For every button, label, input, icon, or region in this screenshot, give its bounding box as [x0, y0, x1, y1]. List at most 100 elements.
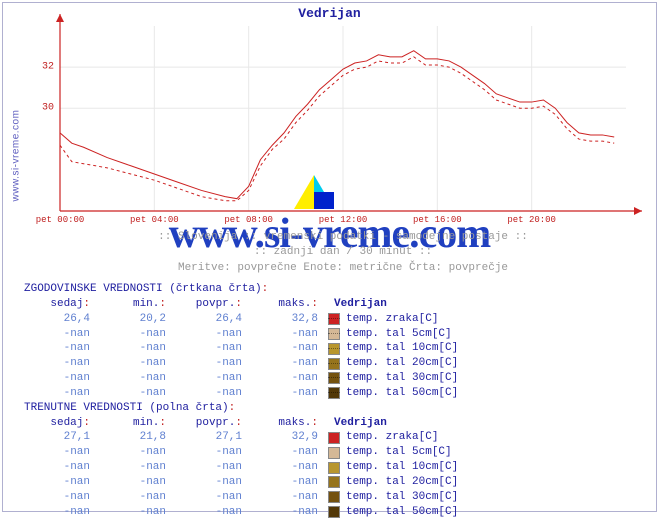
cell: -nan [252, 371, 328, 386]
cell: -nan [252, 356, 328, 371]
cell: -nan [100, 505, 176, 520]
x-tick-label: pet 16:00 [413, 215, 462, 225]
x-tick-label: pet 04:00 [130, 215, 179, 225]
col-header: maks.: [252, 297, 328, 312]
cell: -nan [252, 341, 328, 356]
legend-swatch [328, 313, 340, 325]
cell: -nan [24, 356, 100, 371]
col-header: povpr.: [176, 297, 252, 312]
table-row: -nan-nan-nan-nantemp. tal 20cm[C] [24, 475, 458, 490]
caption-line-1b: :: zadnji dan / 30 minut :: [60, 245, 626, 260]
caption-line-2: Meritve: povprečne Enote: metrične Črta:… [60, 261, 626, 276]
legend-label: temp. tal 5cm[C] [346, 327, 452, 342]
cell: 27,1 [176, 430, 252, 445]
cell: -nan [24, 327, 100, 342]
cell: -nan [100, 475, 176, 490]
cell: -nan [252, 475, 328, 490]
legend-label: temp. zraka[C] [346, 430, 438, 445]
table-row: -nan-nan-nan-nantemp. tal 20cm[C] [24, 356, 458, 371]
cell: -nan [100, 341, 176, 356]
col-header: sedaj: [24, 416, 100, 431]
logo-icon [294, 175, 334, 213]
y-tick-label: 30 [42, 103, 54, 114]
table-row: -nan-nan-nan-nantemp. tal 50cm[C] [24, 505, 458, 520]
col-header: sedaj: [24, 297, 100, 312]
legend-label: temp. tal 10cm[C] [346, 341, 458, 356]
cell: -nan [24, 371, 100, 386]
table-row: -nan-nan-nan-nantemp. tal 10cm[C] [24, 460, 458, 475]
caption: :: Slovenija :: vremenski podatki - samo… [60, 230, 626, 276]
cell: -nan [252, 327, 328, 342]
cell: -nan [176, 356, 252, 371]
cell: -nan [176, 327, 252, 342]
cell: 26,4 [24, 312, 100, 327]
cell: -nan [176, 490, 252, 505]
legend-swatch [328, 358, 340, 370]
cell: -nan [176, 460, 252, 475]
cell: 32,9 [252, 430, 328, 445]
legend-swatch [328, 432, 340, 444]
curr-header: TRENUTNE VREDNOSTI (polna črta): [24, 401, 458, 416]
cell: 20,2 [100, 312, 176, 327]
x-tick-label: pet 20:00 [507, 215, 556, 225]
chart-title: Vedrijan [0, 6, 659, 21]
legend-title: Vedrijan [334, 416, 387, 431]
col-header: maks.: [252, 416, 328, 431]
legend-label: temp. tal 30cm[C] [346, 490, 458, 505]
cell: -nan [252, 460, 328, 475]
legend-swatch [328, 506, 340, 518]
legend-swatch [328, 328, 340, 340]
table-row: -nan-nan-nan-nantemp. tal 30cm[C] [24, 490, 458, 505]
legend-title: Vedrijan [334, 297, 387, 312]
cell: -nan [24, 386, 100, 401]
cell: -nan [100, 356, 176, 371]
data-tables: ZGODOVINSKE VREDNOSTI (črtkana črta):sed… [24, 282, 458, 520]
cell: 21,8 [100, 430, 176, 445]
legend-swatch [328, 387, 340, 399]
col-header: povpr.: [176, 416, 252, 431]
cell: -nan [252, 445, 328, 460]
table-row: 27,121,827,132,9temp. zraka[C] [24, 430, 458, 445]
chart-plot-area: 3032pet 00:00pet 04:00pet 08:00pet 12:00… [60, 26, 626, 211]
cell: -nan [176, 505, 252, 520]
cell: -nan [24, 475, 100, 490]
cell: -nan [176, 445, 252, 460]
cell: -nan [24, 460, 100, 475]
cell: -nan [100, 460, 176, 475]
table-row: -nan-nan-nan-nantemp. tal 5cm[C] [24, 327, 458, 342]
cell: -nan [176, 475, 252, 490]
cell: -nan [252, 505, 328, 520]
sidebar-url: www.si-vreme.com [10, 110, 21, 202]
x-tick-label: pet 08:00 [224, 215, 273, 225]
hist-header: ZGODOVINSKE VREDNOSTI (črtkana črta): [24, 282, 458, 297]
legend-label: temp. tal 50cm[C] [346, 505, 458, 520]
cell: -nan [24, 341, 100, 356]
cell: -nan [252, 490, 328, 505]
table-row: -nan-nan-nan-nantemp. tal 5cm[C] [24, 445, 458, 460]
legend-label: temp. tal 5cm[C] [346, 445, 452, 460]
cell: -nan [100, 371, 176, 386]
table-row: -nan-nan-nan-nantemp. tal 10cm[C] [24, 341, 458, 356]
col-header: min.: [100, 416, 176, 431]
legend-label: temp. tal 50cm[C] [346, 386, 458, 401]
cell: 32,8 [252, 312, 328, 327]
cell: 26,4 [176, 312, 252, 327]
cell: -nan [24, 445, 100, 460]
cell: -nan [100, 490, 176, 505]
legend-label: temp. tal 30cm[C] [346, 371, 458, 386]
col-header: min.: [100, 297, 176, 312]
cell: -nan [100, 445, 176, 460]
legend-label: temp. tal 10cm[C] [346, 460, 458, 475]
legend-label: temp. tal 20cm[C] [346, 475, 458, 490]
legend-swatch [328, 491, 340, 503]
cell: 27,1 [24, 430, 100, 445]
cell: -nan [176, 371, 252, 386]
cell: -nan [100, 327, 176, 342]
x-tick-label: pet 12:00 [319, 215, 368, 225]
legend-label: temp. zraka[C] [346, 312, 438, 327]
legend-swatch [328, 462, 340, 474]
cell: -nan [176, 386, 252, 401]
legend-swatch [328, 372, 340, 384]
table-row: -nan-nan-nan-nantemp. tal 30cm[C] [24, 371, 458, 386]
legend-swatch [328, 476, 340, 488]
